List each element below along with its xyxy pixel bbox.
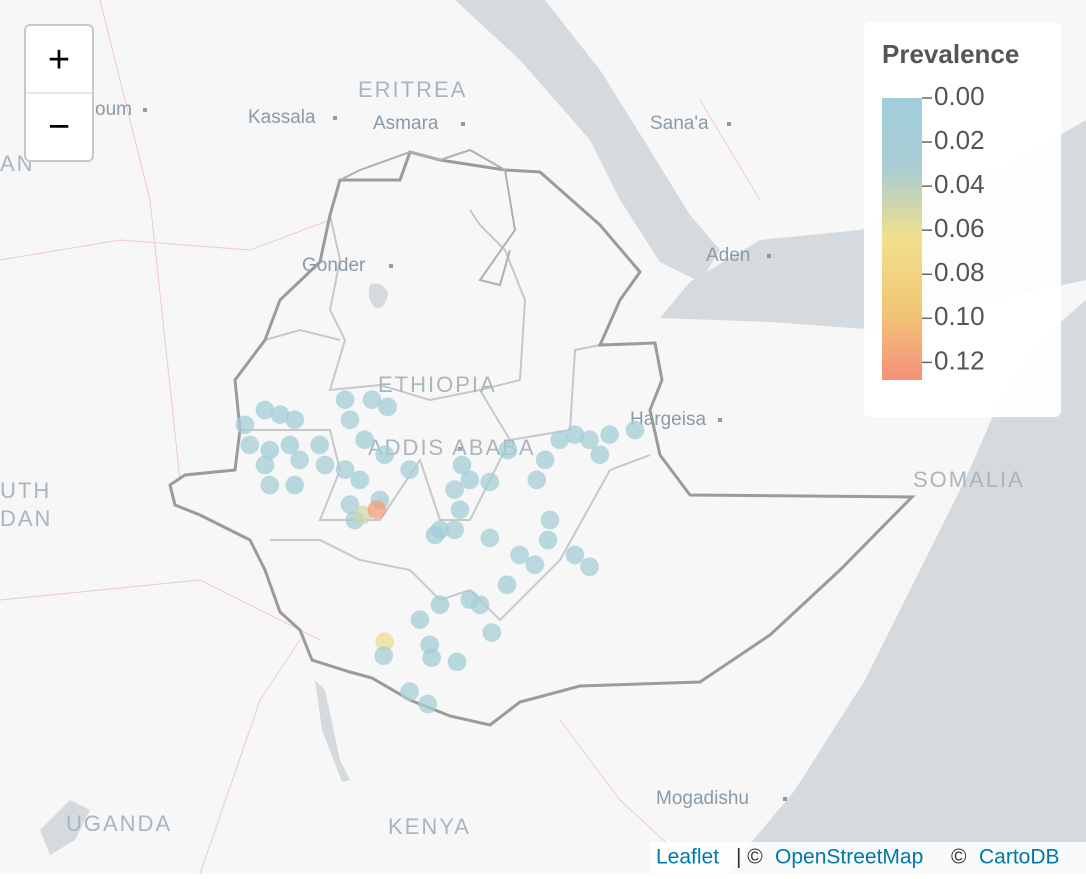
attribution-text: ©	[951, 846, 967, 869]
survey-point[interactable]	[280, 435, 300, 455]
survey-point[interactable]	[430, 595, 450, 615]
survey-point[interactable]	[367, 500, 387, 520]
attribution-text[interactable]: OpenStreetMap	[775, 846, 923, 869]
place-label: Sana'a	[650, 113, 709, 134]
survey-point[interactable]	[480, 528, 500, 548]
survey-point[interactable]	[538, 530, 558, 550]
country-border	[168, 150, 916, 727]
survey-point[interactable]	[445, 520, 465, 540]
survey-point[interactable]	[335, 390, 355, 410]
survey-point[interactable]	[255, 455, 275, 475]
survey-point[interactable]	[600, 425, 620, 445]
survey-point[interactable]	[362, 390, 382, 410]
attribution-text: | ©	[736, 846, 763, 869]
survey-point[interactable]	[260, 475, 280, 495]
survey-point[interactable]	[447, 652, 467, 672]
survey-point[interactable]	[235, 415, 255, 435]
place-label: UGANDA	[66, 811, 172, 836]
survey-point[interactable]	[340, 410, 360, 430]
survey-point[interactable]	[335, 460, 355, 480]
survey-point[interactable]	[580, 557, 600, 577]
legend-tick-label: 0.04	[934, 169, 985, 199]
place-label: Hargeisa	[630, 409, 706, 430]
city-marker	[767, 254, 771, 258]
survey-point[interactable]	[460, 470, 480, 490]
city-marker	[389, 264, 393, 268]
place-label: Mogadishu	[656, 788, 749, 809]
place-label: SOMALIA	[913, 467, 1025, 492]
place-label: Aden	[706, 245, 750, 266]
survey-point[interactable]	[418, 694, 438, 714]
attribution-text[interactable]: CartoDB	[979, 846, 1060, 869]
survey-point[interactable]	[400, 460, 420, 480]
attribution-text[interactable]: Leaflet	[656, 846, 719, 869]
survey-point[interactable]	[497, 575, 517, 595]
place-label: ETHIOPIA	[378, 372, 497, 397]
city-marker	[461, 122, 465, 126]
survey-point[interactable]	[355, 430, 375, 450]
legend-title: Prevalence	[882, 39, 1019, 69]
regional-borders	[240, 209, 651, 622]
legend-tick-label: 0.10	[934, 301, 985, 331]
place-label: Asmara	[373, 113, 439, 134]
survey-point[interactable]	[240, 435, 260, 455]
survey-point[interactable]	[422, 648, 442, 668]
city-marker	[143, 108, 147, 112]
city-marker	[718, 418, 722, 422]
survey-point[interactable]	[425, 525, 445, 545]
survey-point[interactable]	[535, 450, 555, 470]
survey-point[interactable]	[285, 410, 305, 430]
survey-point[interactable]	[625, 420, 645, 440]
survey-point[interactable]	[480, 472, 500, 492]
survey-point[interactable]	[590, 445, 610, 465]
survey-point[interactable]	[378, 397, 398, 417]
place-label: Gonder	[302, 255, 366, 276]
legend-colorbar	[882, 98, 922, 380]
survey-point[interactable]	[374, 646, 394, 666]
legend-tick-label: 0.02	[934, 125, 985, 155]
place-label: oum	[95, 99, 132, 120]
attribution-box	[650, 842, 1086, 874]
place-label: UTH	[0, 478, 51, 503]
city-marker	[727, 122, 731, 126]
place-label: Kassala	[248, 107, 316, 128]
survey-point[interactable]	[410, 610, 430, 630]
survey-point[interactable]	[565, 545, 585, 565]
city-marker	[783, 797, 787, 801]
survey-point[interactable]	[310, 435, 330, 455]
place-label: ERITREA	[358, 77, 467, 102]
city-marker	[458, 447, 462, 451]
survey-point[interactable]	[452, 455, 472, 475]
roads	[0, 0, 761, 875]
place-label: DAN	[0, 506, 52, 531]
legend-tick-label: 0.12	[934, 345, 985, 375]
survey-point[interactable]	[482, 623, 502, 643]
survey-point[interactable]	[375, 445, 395, 465]
place-label: KENYA	[388, 814, 471, 839]
survey-point[interactable]	[540, 510, 560, 530]
city-marker	[333, 116, 337, 120]
legend-tick-label: 0.00	[934, 81, 985, 111]
legend-tick-label: 0.06	[934, 213, 985, 243]
survey-point[interactable]	[470, 595, 490, 615]
survey-point[interactable]	[498, 440, 518, 460]
survey-point[interactable]	[350, 470, 370, 490]
country-border	[339, 148, 517, 287]
survey-point[interactable]	[400, 682, 420, 702]
survey-point[interactable]	[525, 555, 545, 575]
survey-point[interactable]	[445, 480, 465, 500]
zoom-out-button[interactable]: −	[48, 106, 70, 148]
survey-point[interactable]	[510, 545, 530, 565]
survey-point[interactable]	[285, 475, 305, 495]
legend-tick-label: 0.08	[934, 257, 985, 287]
zoom-in-button[interactable]: +	[48, 39, 70, 81]
survey-point[interactable]	[450, 500, 470, 520]
survey-point[interactable]	[290, 450, 310, 470]
survey-point[interactable]	[580, 430, 600, 450]
survey-point[interactable]	[315, 455, 335, 475]
survey-point[interactable]	[527, 470, 547, 490]
